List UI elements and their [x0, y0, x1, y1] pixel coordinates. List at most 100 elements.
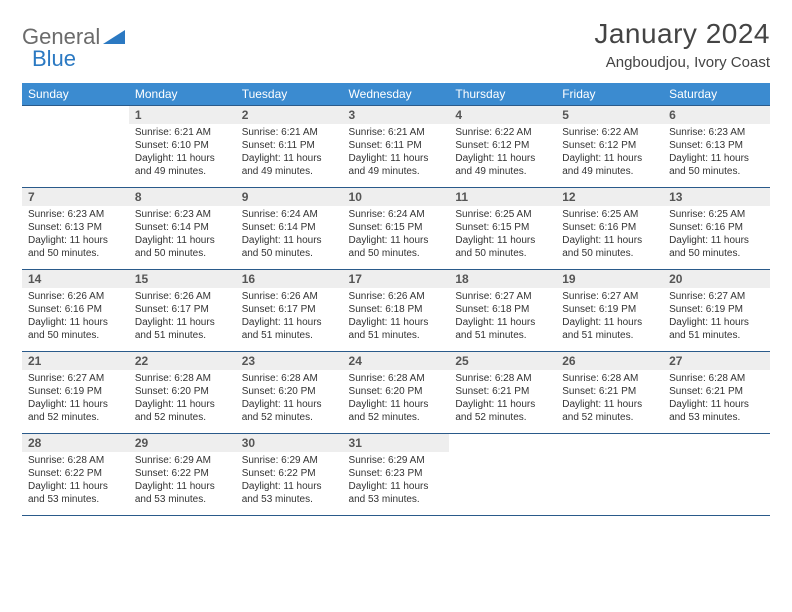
- weekday-header: Monday: [129, 83, 236, 106]
- day-details: Sunrise: 6:21 AMSunset: 6:10 PMDaylight:…: [129, 124, 236, 184]
- day-number: 9: [236, 188, 343, 206]
- day-cell: 27Sunrise: 6:28 AMSunset: 6:21 PMDayligh…: [663, 352, 770, 434]
- day-details: Sunrise: 6:21 AMSunset: 6:11 PMDaylight:…: [236, 124, 343, 184]
- sunset-text: Sunset: 6:18 PM: [455, 303, 550, 316]
- day-details: Sunrise: 6:26 AMSunset: 6:18 PMDaylight:…: [343, 288, 450, 348]
- sunrise-text: Sunrise: 6:28 AM: [242, 372, 337, 385]
- daylight-text: Daylight: 11 hours and 52 minutes.: [135, 398, 230, 424]
- sunset-text: Sunset: 6:23 PM: [349, 467, 444, 480]
- daylight-text: Daylight: 11 hours and 53 minutes.: [349, 480, 444, 506]
- sunset-text: Sunset: 6:17 PM: [135, 303, 230, 316]
- day-cell: 24Sunrise: 6:28 AMSunset: 6:20 PMDayligh…: [343, 352, 450, 434]
- daylight-text: Daylight: 11 hours and 52 minutes.: [562, 398, 657, 424]
- day-number: 21: [22, 352, 129, 370]
- daylight-text: Daylight: 11 hours and 53 minutes.: [135, 480, 230, 506]
- day-number: 15: [129, 270, 236, 288]
- sunset-text: Sunset: 6:15 PM: [349, 221, 444, 234]
- day-number: 7: [22, 188, 129, 206]
- day-number: 11: [449, 188, 556, 206]
- daylight-text: Daylight: 11 hours and 51 minutes.: [349, 316, 444, 342]
- day-number: 24: [343, 352, 450, 370]
- daylight-text: Daylight: 11 hours and 51 minutes.: [135, 316, 230, 342]
- day-details: Sunrise: 6:22 AMSunset: 6:12 PMDaylight:…: [556, 124, 663, 184]
- daylight-text: Daylight: 11 hours and 53 minutes.: [28, 480, 123, 506]
- day-cell: 11Sunrise: 6:25 AMSunset: 6:15 PMDayligh…: [449, 188, 556, 270]
- day-number: 26: [556, 352, 663, 370]
- sunset-text: Sunset: 6:18 PM: [349, 303, 444, 316]
- brand-text-2-wrap: Blue: [32, 46, 76, 72]
- day-cell: 3Sunrise: 6:21 AMSunset: 6:11 PMDaylight…: [343, 106, 450, 188]
- daylight-text: Daylight: 11 hours and 51 minutes.: [669, 316, 764, 342]
- day-number: 22: [129, 352, 236, 370]
- weekday-header: Friday: [556, 83, 663, 106]
- sunrise-text: Sunrise: 6:25 AM: [455, 208, 550, 221]
- daylight-text: Daylight: 11 hours and 50 minutes.: [669, 234, 764, 260]
- sunrise-text: Sunrise: 6:28 AM: [135, 372, 230, 385]
- sunset-text: Sunset: 6:16 PM: [562, 221, 657, 234]
- day-details: Sunrise: 6:28 AMSunset: 6:20 PMDaylight:…: [343, 370, 450, 430]
- sunrise-text: Sunrise: 6:26 AM: [349, 290, 444, 303]
- day-cell: [663, 434, 770, 516]
- daylight-text: Daylight: 11 hours and 52 minutes.: [28, 398, 123, 424]
- day-details: Sunrise: 6:28 AMSunset: 6:20 PMDaylight:…: [236, 370, 343, 430]
- week-row: 28Sunrise: 6:28 AMSunset: 6:22 PMDayligh…: [22, 434, 770, 516]
- daylight-text: Daylight: 11 hours and 52 minutes.: [349, 398, 444, 424]
- day-cell: 1Sunrise: 6:21 AMSunset: 6:10 PMDaylight…: [129, 106, 236, 188]
- daylight-text: Daylight: 11 hours and 52 minutes.: [242, 398, 337, 424]
- sunrise-text: Sunrise: 6:23 AM: [28, 208, 123, 221]
- daylight-text: Daylight: 11 hours and 50 minutes.: [349, 234, 444, 260]
- day-cell: 5Sunrise: 6:22 AMSunset: 6:12 PMDaylight…: [556, 106, 663, 188]
- sunrise-text: Sunrise: 6:29 AM: [349, 454, 444, 467]
- daylight-text: Daylight: 11 hours and 50 minutes.: [28, 234, 123, 260]
- day-details: Sunrise: 6:26 AMSunset: 6:16 PMDaylight:…: [22, 288, 129, 348]
- day-number: 10: [343, 188, 450, 206]
- day-number: 25: [449, 352, 556, 370]
- sunrise-text: Sunrise: 6:22 AM: [562, 126, 657, 139]
- location-label: Angboudjou, Ivory Coast: [594, 54, 770, 71]
- sunrise-text: Sunrise: 6:28 AM: [455, 372, 550, 385]
- sunrise-text: Sunrise: 6:27 AM: [28, 372, 123, 385]
- sunrise-text: Sunrise: 6:29 AM: [135, 454, 230, 467]
- month-title: January 2024: [594, 18, 770, 50]
- day-cell: 12Sunrise: 6:25 AMSunset: 6:16 PMDayligh…: [556, 188, 663, 270]
- day-cell: 23Sunrise: 6:28 AMSunset: 6:20 PMDayligh…: [236, 352, 343, 434]
- daylight-text: Daylight: 11 hours and 51 minutes.: [242, 316, 337, 342]
- sunrise-text: Sunrise: 6:25 AM: [562, 208, 657, 221]
- day-cell: 30Sunrise: 6:29 AMSunset: 6:22 PMDayligh…: [236, 434, 343, 516]
- sunrise-text: Sunrise: 6:21 AM: [242, 126, 337, 139]
- day-cell: [556, 434, 663, 516]
- sunset-text: Sunset: 6:19 PM: [562, 303, 657, 316]
- sunset-text: Sunset: 6:11 PM: [242, 139, 337, 152]
- daylight-text: Daylight: 11 hours and 50 minutes.: [669, 152, 764, 178]
- daylight-text: Daylight: 11 hours and 51 minutes.: [562, 316, 657, 342]
- sunset-text: Sunset: 6:14 PM: [242, 221, 337, 234]
- day-number: 20: [663, 270, 770, 288]
- daylight-text: Daylight: 11 hours and 53 minutes.: [669, 398, 764, 424]
- daylight-text: Daylight: 11 hours and 49 minutes.: [242, 152, 337, 178]
- daylight-text: Daylight: 11 hours and 50 minutes.: [455, 234, 550, 260]
- day-cell: 20Sunrise: 6:27 AMSunset: 6:19 PMDayligh…: [663, 270, 770, 352]
- sunrise-text: Sunrise: 6:21 AM: [349, 126, 444, 139]
- day-cell: 26Sunrise: 6:28 AMSunset: 6:21 PMDayligh…: [556, 352, 663, 434]
- day-number: 14: [22, 270, 129, 288]
- sunset-text: Sunset: 6:20 PM: [349, 385, 444, 398]
- weekday-header: Thursday: [449, 83, 556, 106]
- sunset-text: Sunset: 6:22 PM: [242, 467, 337, 480]
- day-details: Sunrise: 6:28 AMSunset: 6:21 PMDaylight:…: [663, 370, 770, 430]
- day-details: Sunrise: 6:22 AMSunset: 6:12 PMDaylight:…: [449, 124, 556, 184]
- sunset-text: Sunset: 6:13 PM: [669, 139, 764, 152]
- daylight-text: Daylight: 11 hours and 49 minutes.: [562, 152, 657, 178]
- day-details: Sunrise: 6:27 AMSunset: 6:19 PMDaylight:…: [22, 370, 129, 430]
- day-number: 8: [129, 188, 236, 206]
- page-header: General January 2024 Angboudjou, Ivory C…: [22, 18, 770, 71]
- day-cell: [449, 434, 556, 516]
- day-cell: 29Sunrise: 6:29 AMSunset: 6:22 PMDayligh…: [129, 434, 236, 516]
- day-number: 16: [236, 270, 343, 288]
- sunrise-text: Sunrise: 6:28 AM: [28, 454, 123, 467]
- day-number: 1: [129, 106, 236, 124]
- week-row: 14Sunrise: 6:26 AMSunset: 6:16 PMDayligh…: [22, 270, 770, 352]
- day-details: Sunrise: 6:28 AMSunset: 6:22 PMDaylight:…: [22, 452, 129, 512]
- day-details: Sunrise: 6:24 AMSunset: 6:14 PMDaylight:…: [236, 206, 343, 266]
- sunrise-text: Sunrise: 6:23 AM: [135, 208, 230, 221]
- day-number: 2: [236, 106, 343, 124]
